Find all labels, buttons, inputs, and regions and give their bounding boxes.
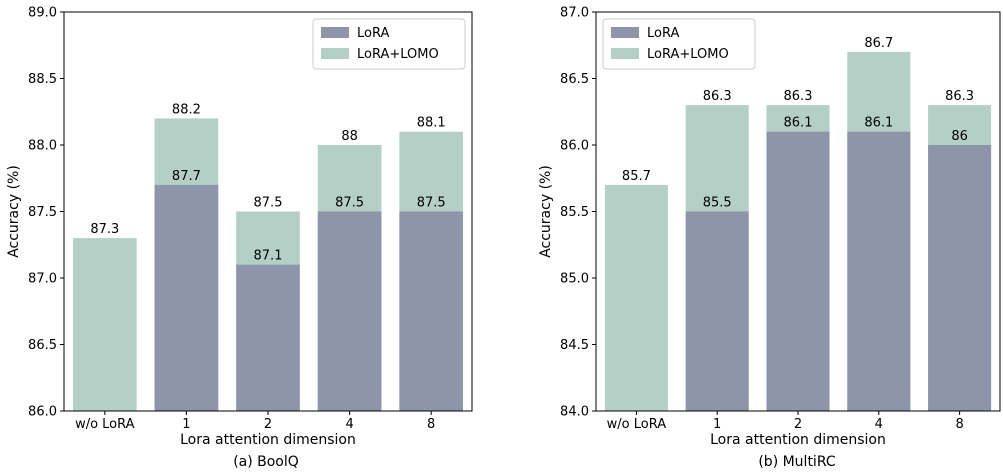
legend: LoRA LoRA+LOMO bbox=[312, 18, 466, 70]
x-tick-label: 8 bbox=[427, 417, 435, 432]
x-axis-label: Lora attention dimension bbox=[180, 432, 356, 448]
y-tick-label: 87.0 bbox=[560, 6, 589, 21]
legend-label: LoRA bbox=[647, 26, 679, 41]
x-tick-label: w/o LoRA bbox=[607, 417, 667, 432]
data-label-lora: 87.1 bbox=[254, 249, 283, 264]
data-label-lora-lomo: 88.1 bbox=[417, 116, 446, 131]
y-axis-label: Accuracy (%) bbox=[538, 165, 554, 258]
bar-lora bbox=[154, 184, 219, 411]
bar-lora bbox=[766, 131, 830, 411]
y-tick-label: 86.5 bbox=[560, 72, 589, 87]
legend-box bbox=[312, 18, 466, 70]
bar-lora bbox=[236, 264, 300, 411]
x-tick-label: 1 bbox=[713, 417, 721, 432]
data-label-lora-lomo: 88 bbox=[341, 129, 358, 144]
y-tick-label: 84.0 bbox=[560, 405, 589, 420]
chart-panel-1: 87.3 88.2 87.7 87.5 87.1 88 87.5 88.1 87.5 86.0 86… bbox=[6, 6, 473, 448]
y-tick-label: 88.5 bbox=[28, 72, 57, 87]
data-label-lora: 86 bbox=[951, 129, 968, 144]
data-label-lora: 87.5 bbox=[417, 196, 446, 211]
bar-lora bbox=[847, 131, 911, 411]
bar-lora-lomo bbox=[604, 184, 668, 411]
data-label-lora: 86.1 bbox=[784, 116, 813, 131]
y-axis-label: Accuracy (%) bbox=[6, 165, 22, 258]
chart-panel-2: 85.786.385.586.386.186.786.186.38684.084… bbox=[538, 6, 1001, 448]
data-label-lora-lomo: 87.5 bbox=[254, 196, 283, 211]
x-tick-label: w/o LoRA bbox=[75, 417, 135, 432]
data-label-lora-lomo: 88.2 bbox=[172, 102, 201, 117]
y-tick-label: 88.0 bbox=[28, 139, 57, 154]
data-label-lora-lomo: 86.3 bbox=[703, 89, 732, 104]
y-tick-label: 86.5 bbox=[28, 338, 57, 353]
y-tick-label: 84.5 bbox=[560, 338, 589, 353]
data-label-lora: 87.7 bbox=[172, 169, 201, 184]
data-label-lora-lomo: 86.7 bbox=[864, 36, 893, 51]
x-tick-label: 2 bbox=[264, 417, 272, 432]
data-label-lora: 85.5 bbox=[703, 196, 732, 211]
bar-lora-lomo bbox=[72, 238, 137, 411]
x-tick-label: 2 bbox=[794, 417, 802, 432]
legend-swatch bbox=[611, 48, 639, 59]
y-tick-label: 87.5 bbox=[28, 205, 57, 220]
legend-swatch bbox=[321, 27, 349, 38]
data-label-lora-lomo: 86.3 bbox=[784, 89, 813, 104]
x-axis-label: Lora attention dimension bbox=[710, 432, 886, 448]
legend: LoRA LoRA+LOMO bbox=[602, 18, 756, 70]
y-tick-label: 87.0 bbox=[28, 272, 57, 287]
x-tick-label: 8 bbox=[955, 417, 963, 432]
legend-swatch bbox=[611, 27, 639, 38]
legend-label: LoRA bbox=[357, 26, 389, 41]
bar-lora bbox=[399, 211, 464, 411]
x-tick-label: 1 bbox=[182, 417, 190, 432]
bar-lora bbox=[317, 211, 382, 411]
y-tick-label: 85.0 bbox=[560, 272, 589, 287]
data-label-lora: 86.1 bbox=[864, 116, 893, 131]
caption-boolq: (a) BoolQ bbox=[233, 454, 299, 470]
x-tick-label: 4 bbox=[875, 417, 883, 432]
legend-swatch bbox=[321, 48, 349, 59]
data-label-lora: 87.5 bbox=[335, 196, 364, 211]
y-tick-label: 89.0 bbox=[28, 6, 57, 21]
caption-multirc: (b) MultiRC bbox=[758, 454, 836, 470]
data-label-lora-lomo: 85.7 bbox=[622, 169, 651, 184]
bar-lora bbox=[685, 211, 749, 411]
legend-label: LoRA+LOMO bbox=[647, 47, 729, 62]
bar-lora bbox=[928, 145, 992, 411]
legend-box bbox=[602, 18, 756, 70]
data-label-lora-lomo: 86.3 bbox=[945, 89, 974, 104]
data-label-lora-lomo: 87.3 bbox=[90, 222, 119, 237]
y-tick-label: 86.0 bbox=[28, 405, 57, 420]
y-tick-label: 85.5 bbox=[560, 205, 589, 220]
y-tick-label: 86.0 bbox=[560, 139, 589, 154]
x-tick-label: 4 bbox=[345, 417, 353, 432]
legend-label: LoRA+LOMO bbox=[357, 47, 439, 62]
